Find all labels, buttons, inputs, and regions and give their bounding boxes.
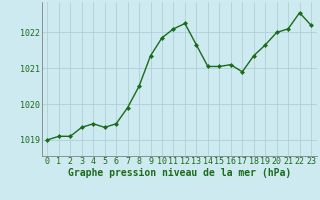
X-axis label: Graphe pression niveau de la mer (hPa): Graphe pression niveau de la mer (hPa) [68, 168, 291, 178]
